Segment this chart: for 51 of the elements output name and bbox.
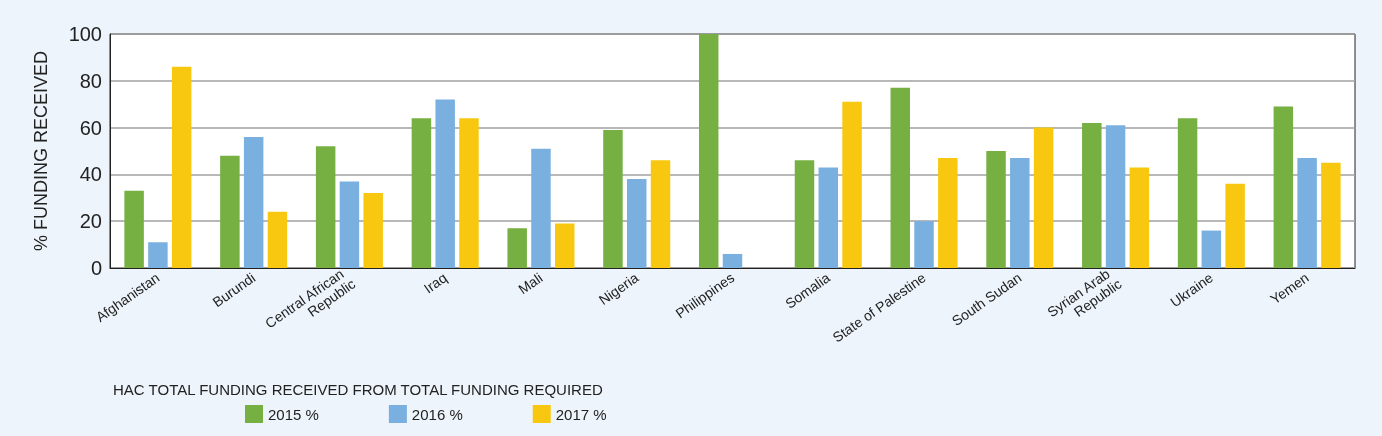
legend-label: 2016 % [411,405,463,423]
bar [1201,230,1222,268]
bar [411,118,432,268]
bar [363,193,383,268]
bar [1082,122,1102,268]
bar [243,136,264,268]
bar [1105,125,1126,268]
bar [698,34,719,268]
bar [722,253,743,268]
y-tick-label: 60 [79,116,102,139]
bar [1177,118,1198,268]
bar [554,223,575,268]
bar [531,148,551,268]
x-tick-label: Mali [515,269,546,298]
legend-label: 2017 % [555,405,607,423]
y-tick-label: 0 [90,257,102,279]
bar [1273,106,1294,268]
bar [171,66,192,268]
bar [267,211,288,268]
bar [842,101,862,268]
bar [650,160,671,268]
y-axis-title: % FUNDING RECEIVED [31,50,51,252]
bar [818,167,839,268]
legend-title: HAC TOTAL FUNDING RECEIVED FROM TOTAL FUNDING REQUIRED [113,381,603,398]
bar [507,228,527,268]
bar [220,155,240,268]
bar [1321,162,1341,268]
bar [1297,158,1317,268]
bar [914,221,934,268]
y-tick-label: 80 [79,69,102,92]
x-tick-label: Iraq [420,269,450,297]
bar [1033,127,1054,268]
bar [339,181,360,268]
bar [890,87,911,268]
bar [986,151,1006,268]
bar [1010,158,1030,268]
bar [938,158,958,268]
legend-label: 2015 % [268,405,319,423]
bar [435,99,455,268]
y-tick-label: 40 [79,163,102,186]
y-tick-label: 100 [68,23,102,45]
bar [1129,167,1150,268]
bar [626,179,647,268]
bar [124,190,144,268]
bar [794,160,815,268]
bar [603,129,623,268]
bar [1225,183,1245,268]
bar [148,242,168,268]
bar [459,118,479,268]
y-tick-label: 20 [79,210,102,233]
bar [315,146,336,268]
